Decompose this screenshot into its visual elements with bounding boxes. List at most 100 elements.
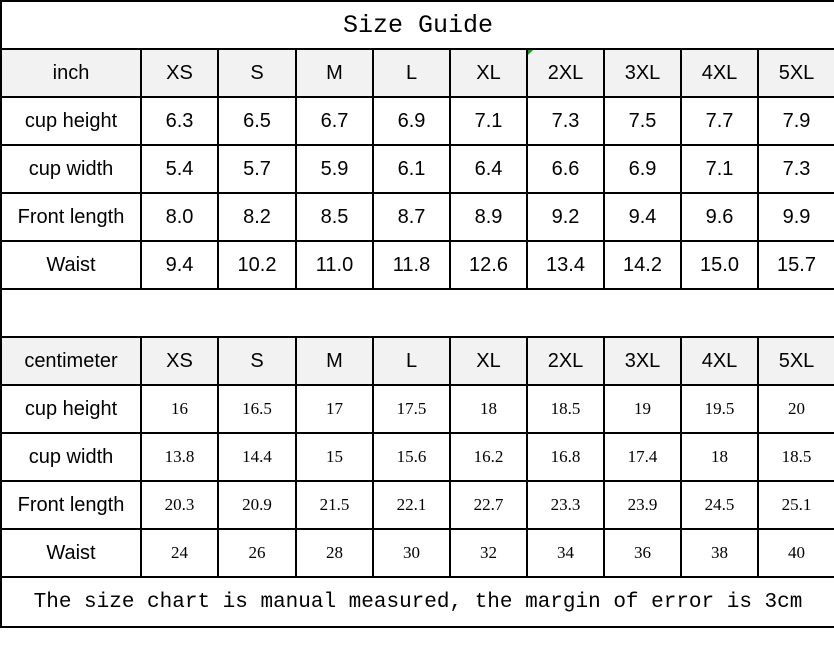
- size-header-5xl: 5XL: [757, 48, 834, 98]
- footer-row: The size chart is manual measured, the m…: [0, 576, 834, 628]
- measurement-value: 6.4: [449, 144, 528, 194]
- measurement-value: 8.2: [217, 192, 297, 242]
- measurement-value: 6.7: [295, 96, 374, 146]
- measurement-value: 13.8: [140, 432, 219, 482]
- measurement-value: 12.6: [449, 240, 528, 290]
- size-header-l: L: [372, 336, 451, 386]
- inch-header-row: inch XS S M L XL 2XL 3XL 4XL 5XL: [0, 48, 834, 98]
- measurement-value: 15: [295, 432, 374, 482]
- measurement-value: 16.2: [449, 432, 528, 482]
- measurement-value: 16.8: [526, 432, 605, 482]
- size-header-2xl: 2XL: [526, 48, 605, 98]
- size-header-s: S: [217, 48, 297, 98]
- inch-unit-label: inch: [0, 48, 142, 98]
- measurement-value: 18: [680, 432, 759, 482]
- size-header-m: M: [295, 48, 374, 98]
- size-header-3xl: 3XL: [603, 336, 682, 386]
- measurement-value: 6.1: [372, 144, 451, 194]
- size-header-3xl: 3XL: [603, 48, 682, 98]
- title-row: Size Guide: [0, 0, 834, 50]
- size-header-xl: XL: [449, 336, 528, 386]
- cm-measurement-row: Waist 24 26 28 30 32 34 36 38 40: [0, 528, 834, 578]
- measurement-value: 6.6: [526, 144, 605, 194]
- measurement-value: 5.7: [217, 144, 297, 194]
- inch-measurement-row: cup height 6.3 6.5 6.7 6.9 7.1 7.3 7.5 7.7 7.9: [0, 96, 834, 146]
- measurement-value: 7.7: [680, 96, 759, 146]
- measurement-value: 24.5: [680, 480, 759, 530]
- size-header-5xl: 5XL: [757, 336, 834, 386]
- cm-measurement-row: Front length 20.3 20.9 21.5 22.1 22.7 23.3 23.9…: [0, 480, 834, 530]
- measurement-value: 30: [372, 528, 451, 578]
- measurement-value: 6.3: [140, 96, 219, 146]
- measurement-value: 22.7: [449, 480, 528, 530]
- measurement-value: 6.9: [603, 144, 682, 194]
- measurement-value: 9.4: [140, 240, 219, 290]
- measurement-value: 21.5: [295, 480, 374, 530]
- size-header-4xl: 4XL: [680, 336, 759, 386]
- measurement-value: 14.4: [217, 432, 297, 482]
- page-title: Size Guide: [0, 0, 834, 50]
- measurement-value: 7.1: [449, 96, 528, 146]
- spacer-cell: [0, 288, 834, 338]
- size-header-s: S: [217, 336, 297, 386]
- measurement-value: 7.1: [680, 144, 759, 194]
- measurement-value: 32: [449, 528, 528, 578]
- cm-header-row: centimeter XS S M L XL 2XL 3XL 4XL 5XL: [0, 336, 834, 386]
- size-guide-table: Size Guide inch XS S M L XL 2XL 3XL 4XL 5XL cup he…: [0, 0, 834, 628]
- measurement-value: 8.0: [140, 192, 219, 242]
- measurement-value: 5.4: [140, 144, 219, 194]
- footer-note: The size chart is manual measured, the m…: [0, 576, 834, 628]
- measurement-value: 18: [449, 384, 528, 434]
- measurement-value: 38: [680, 528, 759, 578]
- measurement-value: 28: [295, 528, 374, 578]
- spacer-row: [0, 288, 834, 338]
- measurement-label: Waist: [0, 528, 142, 578]
- measurement-value: 24: [140, 528, 219, 578]
- measurement-value: 11.0: [295, 240, 374, 290]
- size-header-l: L: [372, 48, 451, 98]
- measurement-value: 8.9: [449, 192, 528, 242]
- size-header-m: M: [295, 336, 374, 386]
- measurement-label: cup width: [0, 432, 142, 482]
- measurement-label: Waist: [0, 240, 142, 290]
- measurement-value: 36: [603, 528, 682, 578]
- measurement-value: 17: [295, 384, 374, 434]
- measurement-value: 17.4: [603, 432, 682, 482]
- measurement-value: 5.9: [295, 144, 374, 194]
- size-header-xl: XL: [449, 48, 528, 98]
- measurement-value: 18.5: [757, 432, 834, 482]
- measurement-label: cup width: [0, 144, 142, 194]
- cm-measurement-row: cup height 16 16.5 17 17.5 18 18.5 19 19.5 20: [0, 384, 834, 434]
- measurement-value: 9.2: [526, 192, 605, 242]
- measurement-value: 23.3: [526, 480, 605, 530]
- measurement-value: 6.5: [217, 96, 297, 146]
- measurement-value: 26: [217, 528, 297, 578]
- inch-measurement-row: Front length 8.0 8.2 8.5 8.7 8.9 9.2 9.4 9.6 9.9: [0, 192, 834, 242]
- measurement-value: 7.9: [757, 96, 834, 146]
- size-header-xs: XS: [140, 336, 219, 386]
- measurement-value: 17.5: [372, 384, 451, 434]
- inch-measurement-row: cup width 5.4 5.7 5.9 6.1 6.4 6.6 6.9 7.1 7.3: [0, 144, 834, 194]
- measurement-value: 11.8: [372, 240, 451, 290]
- measurement-value: 20.9: [217, 480, 297, 530]
- measurement-value: 6.9: [372, 96, 451, 146]
- measurement-value: 7.3: [526, 96, 605, 146]
- measurement-value: 34: [526, 528, 605, 578]
- measurement-value: 19: [603, 384, 682, 434]
- measurement-value: 16: [140, 384, 219, 434]
- measurement-label: cup height: [0, 384, 142, 434]
- cm-measurement-row: cup width 13.8 14.4 15 15.6 16.2 16.8 17.4 18 18.…: [0, 432, 834, 482]
- measurement-value: 22.1: [372, 480, 451, 530]
- measurement-value: 16.5: [217, 384, 297, 434]
- measurement-value: 9.9: [757, 192, 834, 242]
- inch-measurement-row: Waist 9.4 10.2 11.0 11.8 12.6 13.4 14.2 15.0 15.7: [0, 240, 834, 290]
- measurement-value: 8.5: [295, 192, 374, 242]
- measurement-value: 25.1: [757, 480, 834, 530]
- measurement-value: 9.4: [603, 192, 682, 242]
- measurement-label: Front length: [0, 192, 142, 242]
- measurement-value: 18.5: [526, 384, 605, 434]
- measurement-value: 19.5: [680, 384, 759, 434]
- measurement-value: 10.2: [217, 240, 297, 290]
- measurement-value: 7.3: [757, 144, 834, 194]
- measurement-value: 8.7: [372, 192, 451, 242]
